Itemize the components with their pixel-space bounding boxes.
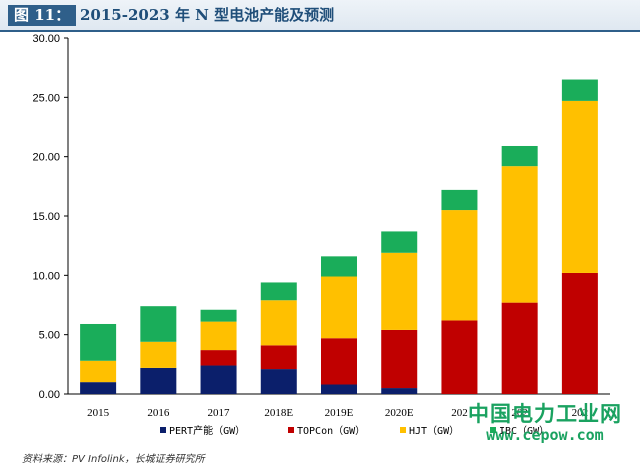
bar-segment-hjt: [381, 252, 418, 330]
bar-segment-hjt: [441, 210, 478, 321]
legend-swatch-topcon: [288, 427, 294, 433]
x-tick-label: 202: [451, 407, 468, 419]
bar-series-group: [80, 79, 598, 394]
watermark-url: www.cepow.com: [486, 426, 604, 444]
figure-header: 图 11： 2015-2023 年 N 型电池产能及预测: [0, 0, 640, 30]
x-tick-label: 2017: [208, 407, 231, 419]
legend-swatch-pert: [160, 427, 166, 433]
figure-title: 2015-2023 年 N 型电池产能及预测: [80, 6, 335, 24]
source-note: 资料来源：PV Infolink，长城证券研究所: [22, 454, 205, 465]
y-tick-label: 15.00: [32, 211, 60, 223]
bar-segment-hjt: [561, 100, 598, 273]
legend-swatch-ibc: [490, 427, 496, 433]
legend-label-hjt: HJT（GW）: [409, 426, 460, 437]
bar-segment-topcon: [441, 320, 478, 394]
bar-segment-topcon: [200, 350, 237, 366]
bar-segment-hjt: [321, 276, 357, 339]
watermark-name: 中国电力工业网: [468, 402, 622, 426]
x-tick-label: 2016: [147, 407, 170, 419]
x-tick-label: 202: [511, 407, 528, 419]
x-tick-label: 202: [572, 407, 589, 419]
bar-segment-ibc: [80, 323, 117, 361]
legend-item-ibc: IBC（GW）: [490, 424, 549, 440]
bar-segment-ibc: [260, 282, 297, 301]
legend-item-hjt: HJT（GW）: [400, 424, 459, 440]
bar-segment-pert: [260, 369, 297, 394]
bar-segment-ibc: [561, 79, 598, 101]
bar-segment-pert: [381, 388, 418, 394]
y-axis: 0.00 5.00 10.00 15.00 20.00 25.00 30.00: [32, 33, 69, 401]
legend-label-ibc: IBC（GW）: [499, 426, 550, 437]
bar-segment-ibc: [140, 306, 177, 342]
legend-label-topcon: TOPCon（GW）: [297, 426, 366, 437]
header-background: [0, 0, 640, 30]
bar-segment-topcon: [501, 302, 538, 394]
bar-segment-hjt: [501, 166, 538, 303]
legend-item-topcon: TOPCon（GW）: [288, 424, 365, 440]
x-tick-label: 2019E: [325, 407, 354, 419]
x-tick-label: 2015: [87, 407, 110, 419]
bar-segment-topcon: [381, 329, 418, 389]
bar-segment-topcon: [260, 345, 297, 370]
bar-segment-topcon: [321, 338, 357, 385]
watermark: 中国电力工业网 www.cepow.com: [460, 398, 630, 444]
bar-segment-ibc: [321, 256, 357, 277]
legend-swatch-hjt: [400, 427, 406, 433]
bar-segment-hjt: [80, 360, 117, 383]
bar-segment-ibc: [441, 189, 478, 211]
bar-segment-pert: [80, 382, 117, 394]
chart-legend: PERT产能（GW） TOPCon（GW） HJT（GW） IBC（GW）: [160, 424, 630, 440]
y-tick-label: 20.00: [32, 152, 60, 164]
y-tick-label: 10.00: [32, 270, 60, 282]
bar-segment-ibc: [501, 145, 538, 167]
bar-segment-hjt: [200, 321, 237, 351]
figure-label: 图 11：: [8, 5, 77, 26]
bar-segment-pert: [200, 365, 237, 394]
y-tick-label: 25.00: [32, 92, 60, 104]
y-tick-label: 0.00: [39, 389, 60, 401]
stacked-bar-chart: 0.00 5.00 10.00 15.00 20.00 25.00 30.00 2015 20…: [32, 33, 610, 419]
y-tick-label: 30.00: [32, 33, 60, 45]
x-tick-label: 2018E: [264, 407, 293, 419]
header-rule: [0, 30, 640, 32]
legend-item-pert: PERT产能（GW）: [160, 424, 245, 440]
bar-segment-topcon: [561, 272, 598, 394]
bar-segment-hjt: [140, 341, 177, 368]
bar-segment-hjt: [260, 300, 297, 346]
legend-label-pert: PERT产能（GW）: [169, 426, 246, 437]
bar-segment-pert: [321, 384, 357, 394]
bar-segment-pert: [140, 367, 177, 394]
y-tick-label: 5.00: [39, 330, 60, 342]
bar-segment-ibc: [200, 309, 237, 322]
x-tick-label: 2020E: [385, 407, 414, 419]
bar-segment-ibc: [381, 231, 418, 253]
